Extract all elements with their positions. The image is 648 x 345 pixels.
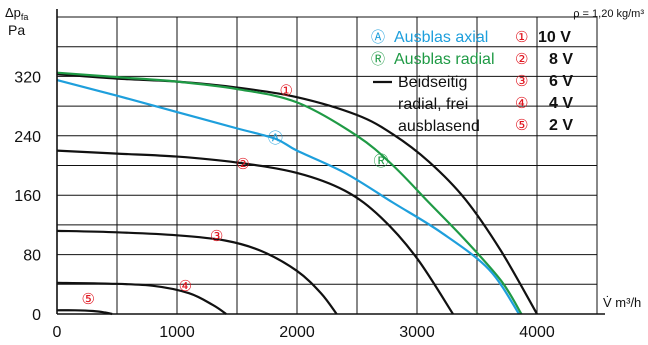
series-line-black-6v (56, 229, 338, 315)
x-tick-label: 4000 (519, 324, 555, 341)
legend-v10-label: 10 V (538, 29, 571, 46)
legend-v2-label: 2 V (549, 117, 573, 134)
legend-axial-marker: Ⓐ (371, 29, 385, 45)
legend-v8-label: 8 V (549, 51, 573, 68)
legend-v6-label: 6 V (549, 73, 573, 90)
tick-labels: 0 1000 2000 3000 4000 0 80 160 240 320 (14, 69, 555, 341)
x-axis-label: V̇ m³/h (603, 295, 641, 310)
axes (56, 9, 605, 315)
series-line-axial (56, 79, 520, 315)
series-line-black-4v (56, 281, 227, 315)
legend-series: Ⓐ Ausblas axial Ⓡ Ausblas radial Beidsei… (371, 29, 495, 135)
legend-black-label-line3: ausblasend (398, 118, 480, 135)
curve-marker: Ⓐ (268, 130, 283, 147)
legend-black-label-line2: radial, frei (398, 96, 468, 113)
y-tick-label: 0 (32, 307, 41, 324)
curve-marker: ② (236, 156, 249, 173)
legend-v6-marker: ③ (515, 73, 528, 90)
legend-v4-label: 4 V (549, 95, 573, 112)
legend-v4-marker: ④ (515, 95, 528, 112)
legend-radial-label: Ausblas radial (394, 51, 495, 68)
curve-markers: ① ② ③ ④ ⑤ Ⓐ Ⓡ (81, 83, 388, 309)
curve-marker: ④ (179, 278, 192, 295)
series-line-black-2v (56, 309, 113, 316)
y-axis-unit: Pa (8, 22, 25, 38)
y-tick-label: 160 (14, 188, 41, 205)
legend-axial-label: Ausblas axial (394, 29, 488, 46)
y-tick-label: 240 (14, 129, 41, 146)
series-line-black-8v (56, 149, 454, 315)
legend-v10-marker: ① (515, 29, 528, 46)
curve-marker: ① (279, 83, 292, 100)
legend-voltages: ① 10 V ② 8 V ③ 6 V ④ 4 V ⑤ 2 V (515, 29, 573, 134)
legend-radial-marker: Ⓡ (371, 51, 385, 67)
curve-marker: Ⓡ (373, 153, 388, 170)
x-tick-label: 0 (53, 324, 62, 341)
y-tick-label: 320 (14, 69, 41, 86)
legend-v8-marker: ② (515, 51, 528, 68)
series-line-radial (56, 71, 523, 315)
y-axis-label: Δpfa (5, 5, 28, 22)
curve-marker: ⑤ (81, 291, 94, 308)
y-tick-label: 80 (23, 248, 41, 265)
legend-black-label-line1: Beidseitig (398, 74, 467, 91)
curves (56, 71, 538, 316)
grid (57, 16, 598, 314)
legend-v2-marker: ⑤ (515, 117, 528, 134)
density-note: ρ = 1,20 kg/m³ (573, 8, 644, 20)
x-tick-label: 2000 (279, 324, 315, 341)
x-tick-label: 3000 (399, 324, 435, 341)
x-tick-label: 1000 (159, 324, 195, 341)
curve-marker: ③ (210, 228, 223, 245)
